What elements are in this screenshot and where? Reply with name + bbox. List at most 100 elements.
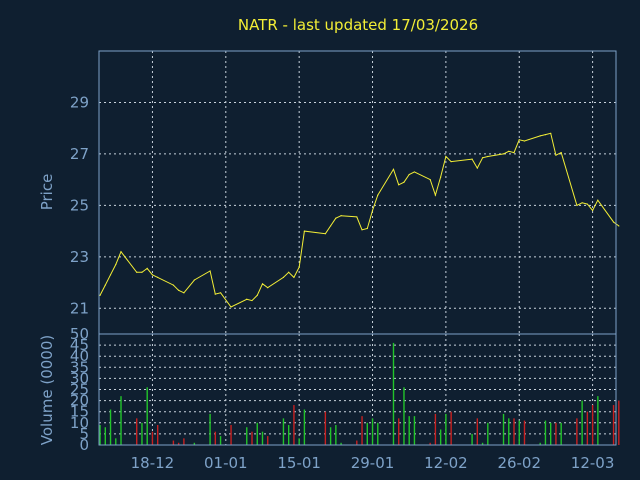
price-point — [481, 157, 484, 159]
price-point — [413, 171, 416, 173]
volume-tick-label: 15 — [70, 403, 89, 421]
price-point — [151, 274, 154, 276]
x-tick-label: 29-01 — [351, 454, 395, 472]
price-point — [340, 215, 342, 217]
price-tick-label: 25 — [70, 196, 89, 214]
price-point — [434, 194, 437, 196]
price-point — [440, 176, 442, 178]
price-point — [109, 274, 112, 276]
price-point — [172, 284, 175, 286]
price-point — [487, 155, 489, 158]
price-point — [136, 271, 138, 273]
price-point — [282, 276, 285, 278]
price-point — [476, 167, 478, 169]
volume-tick-label: 0 — [79, 436, 89, 454]
price-point — [513, 152, 515, 154]
price-point — [288, 271, 290, 273]
price-point — [523, 140, 526, 142]
volume-tick-label: 20 — [70, 392, 89, 410]
price-point — [518, 139, 520, 141]
price-point — [377, 194, 379, 196]
x-tick-label: 01-01 — [204, 454, 248, 472]
price-point — [141, 271, 143, 273]
price-tick-label: 29 — [70, 93, 89, 111]
price-point — [612, 221, 615, 223]
price-point — [214, 293, 216, 295]
price-point — [550, 132, 552, 134]
price-point — [256, 294, 258, 297]
price-point — [356, 216, 358, 218]
price-point — [539, 135, 541, 137]
price-point — [592, 209, 594, 212]
price-point — [555, 154, 557, 156]
price-tick-label: 23 — [70, 248, 89, 266]
price-point — [560, 152, 562, 154]
price-point — [508, 150, 510, 152]
x-axis: 18-12 01-01 15-01 29-01 12-02 26-02 12-03 — [131, 454, 615, 472]
volume-tick-label: 25 — [70, 381, 89, 399]
price-point — [502, 153, 505, 155]
price-point — [597, 199, 599, 201]
price-point — [219, 292, 222, 294]
price-point — [398, 184, 400, 186]
price-point — [120, 251, 122, 253]
price-point — [115, 263, 117, 266]
price-point — [471, 158, 473, 160]
price-point — [209, 270, 211, 272]
volume-tick-label: 40 — [70, 347, 89, 365]
volume-plot-area — [99, 334, 616, 445]
price-point — [324, 233, 326, 235]
volume-tick-label: 30 — [70, 369, 89, 387]
x-tick-label: 12-02 — [424, 454, 468, 472]
price-point — [104, 284, 106, 286]
x-tick-label: 12-03 — [571, 454, 615, 472]
price-panel: 21 23 25 27 29 — [70, 50, 620, 335]
price-point — [408, 173, 410, 176]
price-tick-label: 21 — [70, 299, 89, 317]
price-plot-area — [99, 51, 616, 334]
price-point — [267, 287, 269, 289]
volume-tick-label: 10 — [70, 414, 89, 432]
price-point — [293, 276, 295, 278]
price-point — [361, 229, 363, 231]
price-point — [576, 204, 578, 206]
price-point — [586, 203, 588, 205]
volume-tick-label: 45 — [70, 336, 89, 354]
price-point — [230, 306, 232, 308]
price-point — [261, 283, 264, 285]
price-point — [450, 161, 452, 163]
x-tick-label: 26-02 — [497, 454, 541, 472]
price-point — [251, 299, 253, 302]
price-line — [99, 132, 620, 308]
price-point — [366, 227, 368, 230]
price-point — [618, 225, 620, 227]
price-point — [303, 230, 306, 232]
price-point — [445, 155, 447, 158]
price-tick-label: 27 — [70, 145, 89, 163]
x-tick-label: 15-01 — [277, 454, 321, 472]
price-axis-label: Price — [38, 174, 56, 211]
volume-tick-label: 50 — [70, 325, 89, 343]
price-point — [246, 298, 248, 300]
price-point — [581, 202, 583, 204]
price-point — [193, 279, 195, 281]
price-point — [330, 225, 332, 227]
price-point — [544, 134, 547, 136]
volume-tick-label: 5 — [79, 425, 89, 443]
price-point — [298, 266, 300, 268]
chart-title: NATR - last updated 17/03/2026 — [238, 16, 478, 34]
volume-tick-label: 35 — [70, 358, 89, 376]
price-point — [429, 179, 431, 181]
price-point — [146, 267, 148, 269]
x-tick-label: 18-12 — [131, 454, 175, 472]
price-point — [99, 294, 101, 297]
price-point — [371, 209, 374, 212]
price-point — [157, 276, 159, 278]
price-point — [335, 217, 337, 219]
price-point — [178, 289, 180, 291]
price-point — [183, 292, 185, 294]
price-point — [392, 168, 395, 170]
volume-frame — [98, 333, 617, 446]
